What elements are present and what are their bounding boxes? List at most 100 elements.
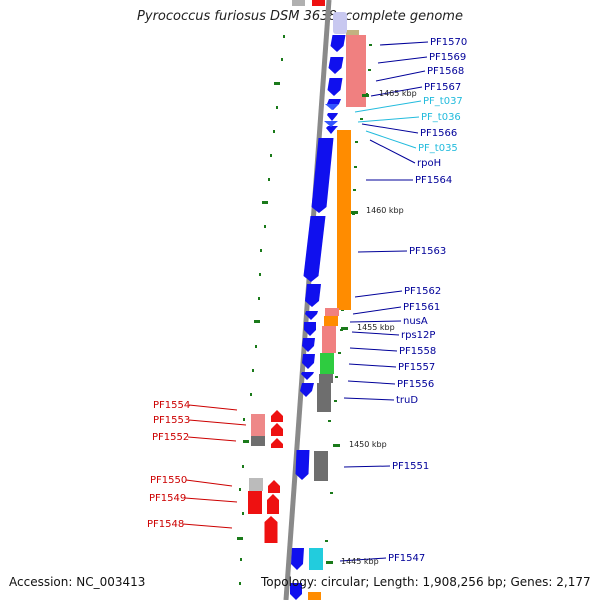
label-leader-line [377,56,428,64]
gene-label-pf1552: PF1552 [152,432,189,443]
gene-label-pf1551: PF1551 [392,461,429,472]
reverse-gene [271,410,283,422]
label-leader-line [351,331,400,336]
gene-label-pf1557: PF1557 [398,362,435,373]
gene-label-pf1568: PF1568 [427,66,464,77]
scale-tick [239,582,241,585]
label-leader-line [352,306,402,315]
label-leader-line [185,479,233,487]
scale-tick [258,297,260,300]
scale-tick [354,166,357,168]
label-leader-line [187,436,237,442]
scale-tick [260,249,262,252]
gene-label-pf1556: PF1556 [397,379,434,390]
label-leader-line [348,363,397,368]
scale-tick [243,440,249,443]
scale-tick [242,512,244,515]
accession-text: Accession: NC_003413 [9,575,146,589]
category-block [346,30,359,35]
label-leader-line [357,250,408,253]
kbp-label: 1445 kbp [341,557,379,566]
category-block [333,12,347,34]
scale-tick [283,35,285,38]
scale-tick [368,69,371,71]
category-block [337,130,351,310]
label-leader-line [188,419,247,426]
gene-label-pf1550: PF1550 [150,475,187,486]
label-leader-line [369,139,416,164]
gene-label-pf1570: PF1570 [430,37,467,48]
forward-gene [326,126,338,134]
scale-tick [353,189,356,191]
label-leader-line [365,130,417,149]
scale-tick [262,201,268,204]
forward-gene [302,338,315,352]
gene-label-pf1567: PF1567 [424,82,461,93]
scale-tick [335,376,338,378]
scale-tick [273,130,275,133]
kbp-tick [333,444,340,447]
label-leader-line [343,397,395,401]
forward-gene [301,372,314,380]
gene-label-pf1569: PF1569 [429,52,466,63]
forward-gene [327,113,338,121]
forward-gene [304,322,316,336]
category-block [314,451,328,481]
reverse-gene [267,494,279,514]
gene-label-pf1548: PF1548 [147,519,184,530]
gene-label-pf1563: PF1563 [409,246,446,257]
reverse-gene [264,516,278,543]
scale-tick [274,82,280,85]
forward-gene [290,583,302,600]
label-leader-line [354,290,403,298]
category-block [251,436,265,446]
category-block [309,548,323,570]
forward-gene [291,548,304,570]
scale-tick [270,154,272,157]
kbp-label: 1460 kbp [366,206,404,215]
scale-tick [252,369,254,372]
label-leader-line [379,41,429,46]
reverse-gene [248,491,262,514]
scale-tick [250,393,252,396]
scale-tick [255,345,257,348]
gene-label-pf1566: PF1566 [420,128,457,139]
scale-tick [328,420,331,422]
reverse-gene [271,423,283,436]
category-block [317,383,331,412]
gene-label-pf1562: PF1562 [404,286,441,297]
forward-gene [302,354,315,369]
gene-label-pf1558: PF1558 [399,346,436,357]
kbp-tick [351,211,358,214]
forward-gene [305,311,318,320]
label-leader-line [357,116,420,123]
kbp-tick [362,94,369,97]
scale-tick [254,320,260,323]
forward-gene [295,450,310,480]
reverse-gene [271,438,283,448]
scale-tick [242,465,244,468]
scale-tick [360,118,363,120]
gene-label-nusa: nusA [403,316,428,327]
label-leader-line [184,497,238,503]
forward-gene [311,138,334,213]
scale-tick [334,400,337,402]
label-leader-line [343,465,391,468]
category-block [346,35,366,107]
gene-label-pf_t035: PF_t035 [418,143,458,154]
trna-gene [325,104,339,110]
category-block [308,592,321,600]
scale-tick [276,106,278,109]
label-leader-line [188,404,238,411]
reverse-gene [251,414,265,436]
kbp-label: 1465 kbp [379,89,417,98]
label-leader-line [370,86,423,97]
forward-gene [305,284,321,307]
kbp-tick [341,327,348,330]
forward-gene [300,383,314,397]
reverse-gene [268,480,280,493]
label-leader-line [349,320,402,323]
gene-label-pf1554: PF1554 [153,400,190,411]
category-block [320,353,334,374]
